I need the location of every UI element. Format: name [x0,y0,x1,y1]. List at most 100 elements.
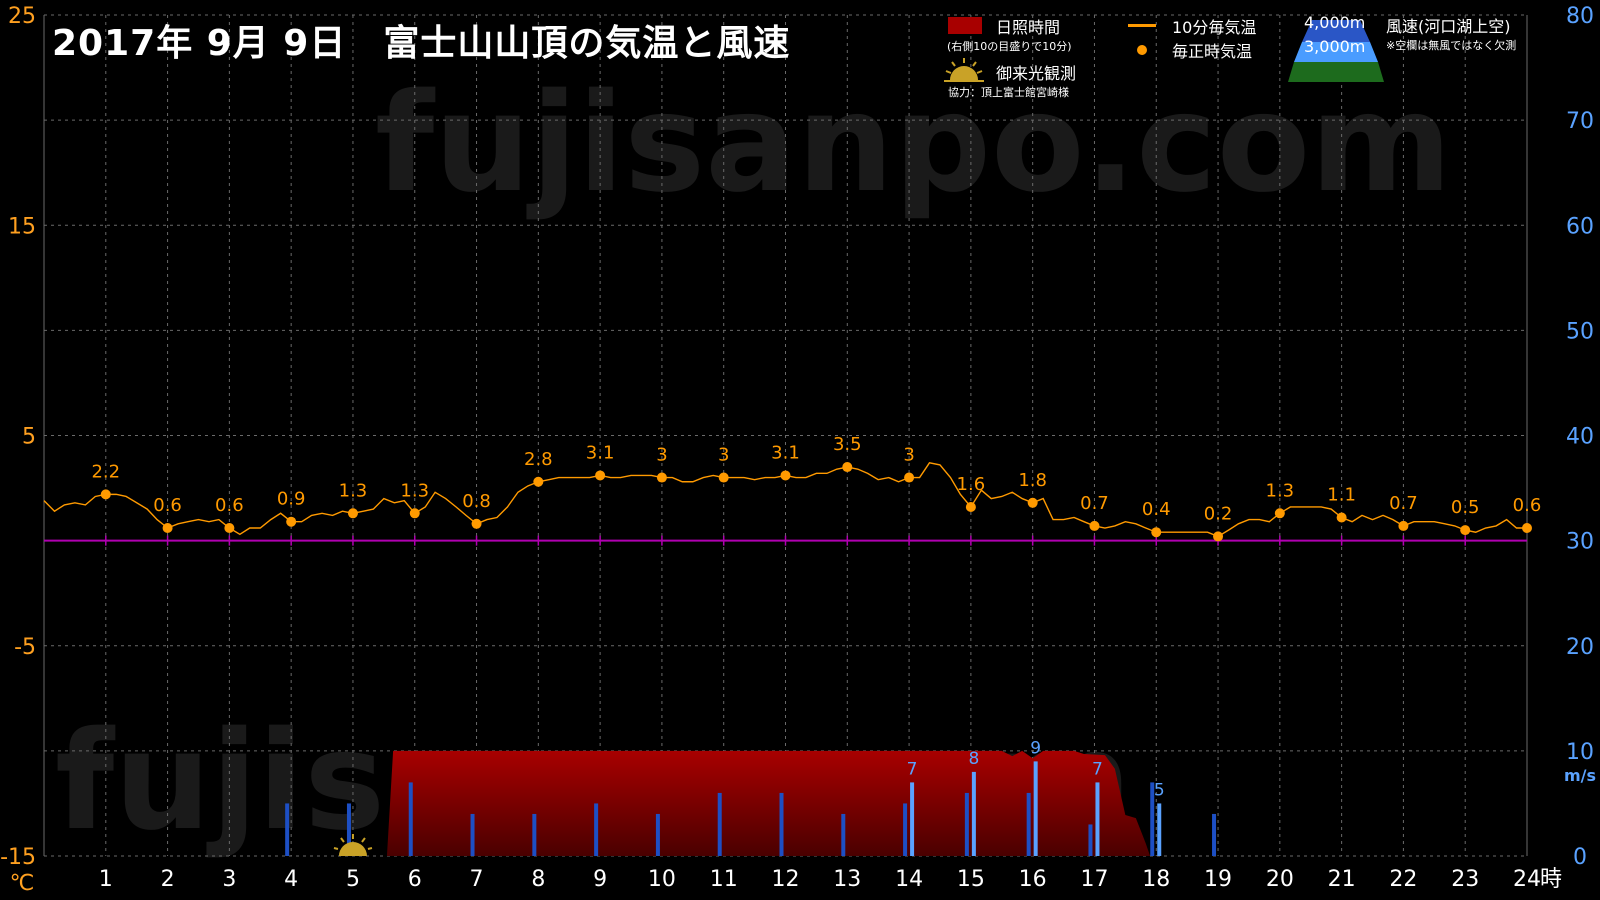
wind-bar-3000m [910,782,915,856]
x-tick-label: 7 [470,867,484,892]
sun-legend-icon [944,58,984,82]
y-left-unit: ℃ [10,871,35,896]
y-right-unit: m/s [1564,766,1596,785]
wind-value-label: 5 [1154,780,1165,800]
wind-bar-4000m [285,803,290,856]
sun-ray [333,847,339,850]
temp-hourly-point [409,508,420,519]
y-right-tick-label: 40 [1566,425,1594,450]
sun-body [338,842,367,856]
sun-ray [367,847,373,850]
x-tick-label: 22 [1389,867,1417,892]
temp-hourly-point [224,523,235,534]
temp-hourly-point [656,472,667,483]
temp-hourly-point [1398,520,1409,531]
temp-hourly-legend-swatch [1137,45,1147,55]
temperature-series: 2.2 0.6 0.6 0.9 1.3 1.3 0.8 2.8 3.1 3 3 3.1 3.5 3 1.6 1… [43,434,1542,542]
temp-hourly-label: 1.3 [1266,480,1295,501]
sunshine-polygon [371,750,1151,856]
temp-hourly-point [1274,508,1285,519]
temp-hourly-label: 0.8 [462,491,491,512]
wind-value-label: 7 [1092,759,1103,779]
x-tick-label: 23 [1451,867,1479,892]
wind-value-label: 8 [968,749,979,769]
temp-hourly-label: 0.4 [1142,499,1171,520]
x-tick-label: 15 [957,867,985,892]
sun-ray [361,837,366,843]
wind-bars: 7 8 9 7 5 [285,738,1217,856]
wind-bar-4000m [594,803,599,856]
temp-hourly-label: 1.8 [1018,470,1047,491]
wind-bar-3000m [1095,782,1100,856]
temp-hourly-point [1336,512,1347,523]
wind-bar-4000m [779,792,784,856]
temp-hourly-label: 3 [656,445,667,466]
goraiko-sun-icon [333,834,373,856]
wind-bar-4000m [1150,782,1155,856]
x-tick-label: 17 [1080,867,1108,892]
sunshine-legend-note: (右側10の目盛りで10分) [947,40,1072,53]
temp-hourly-label: 0.9 [277,489,306,510]
x-tick-label: 6 [408,867,422,892]
y-right-tick-label: 20 [1566,635,1594,660]
x-tick-label: 11 [710,867,738,892]
sunshine-legend-swatch [948,17,982,34]
y-right-tick-label: 70 [1566,109,1594,134]
wind-bar-4000m [1088,824,1093,856]
x-tick-label: 19 [1204,867,1232,892]
y-left-tick-label: -15 [0,845,36,870]
wind-bar-4000m [964,792,969,856]
temp-hourly-point [965,501,976,512]
watermark-top: fujisanpo.com [375,65,1452,223]
temp-hourly-label: 1.3 [400,480,429,501]
temp-hourly-label: 1.3 [339,480,368,501]
mountain-legend-icon [1288,20,1384,82]
temp-hourly-legend-label: 毎正時気温 [1172,42,1253,61]
temp-hourly-point [1460,525,1471,536]
wind-value-label: 7 [907,759,918,779]
y-right-tick-label: 10 [1566,740,1594,765]
temp-hourly-point [842,462,853,473]
temp-hourly-label: 2.2 [91,461,120,482]
y-left-tick-label: 15 [8,214,36,239]
temp-hourly-label: 1.6 [957,474,986,495]
temp-hourly-point [1027,497,1038,508]
wind-bar-4000m [655,813,660,856]
wind-bar-4000m [1212,813,1217,856]
wind-bar-4000m [903,803,908,856]
wind-bar-4000m [346,803,351,856]
temp-hourly-point [162,523,173,534]
temp-hourly-label: 0.5 [1451,497,1480,518]
temp-hourly-label: 2.8 [524,449,553,470]
x-tick-label: 5 [346,867,360,892]
y-left-tick-label: 25 [8,4,36,29]
x-tick-label: 24 [1513,867,1541,892]
temp-hourly-label: 0.7 [1389,493,1418,514]
y-right-tick-label: 80 [1566,4,1594,29]
wind-legend-note: ※空欄は無風ではなく欠測 [1386,39,1517,52]
temp-hourly-label: 3.1 [771,442,800,463]
temp-hourly-label: 0.6 [215,495,244,516]
sunshine-legend-label: 日照時間 [996,18,1061,37]
temp-hourly-label: 0.6 [1513,495,1542,516]
wind-bar-4000m [532,813,537,856]
x-tick-label: 12 [772,867,800,892]
temp-10min-legend-swatch [1128,24,1156,27]
x-tick-label: 1 [99,867,113,892]
temp-hourly-label: 3.1 [586,442,615,463]
x-tick-label: 8 [531,867,545,892]
x-tick-label: 10 [648,867,676,892]
temp-hourly-point [533,476,544,487]
grid-lines [43,14,1528,857]
x-tick-label: 18 [1142,867,1170,892]
x-tick-label: 13 [833,867,861,892]
temp-hourly-label: 0.7 [1080,493,1109,514]
wind-bar-4000m [470,813,475,856]
x-tick-label: 9 [593,867,607,892]
temp-10min-legend-label: 10分毎気温 [1172,18,1257,37]
x-tick-label: 16 [1019,867,1047,892]
goraiko-legend-label: 御来光観測 [996,64,1077,83]
temp-hourly-point [904,472,915,483]
temp-hourly-label: 1.1 [1327,484,1356,505]
wind-bar-3000m [1157,803,1162,856]
